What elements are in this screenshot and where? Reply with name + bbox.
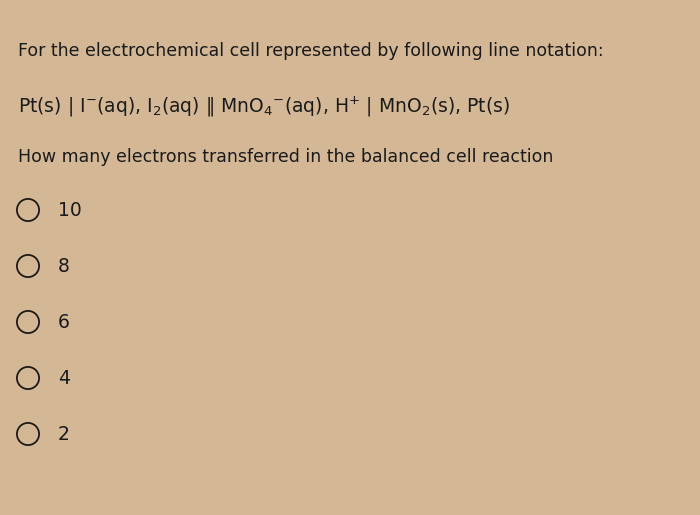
Text: 2: 2 xyxy=(58,424,70,443)
Text: For the electrochemical cell represented by following line notation:: For the electrochemical cell represented… xyxy=(18,42,603,60)
Point xyxy=(22,430,34,438)
Text: 10: 10 xyxy=(58,200,82,219)
Text: 4: 4 xyxy=(58,369,70,387)
Text: How many electrons transferred in the balanced cell reaction: How many electrons transferred in the ba… xyxy=(18,148,554,166)
Point xyxy=(22,374,34,382)
Point xyxy=(22,262,34,270)
Text: Pt(s) $|$ I$^{-}$(aq), I$_{2}$(aq) $\|$ MnO$_{4}$$^{-}$(aq), H$^{+}$ $|$ MnO$_{2: Pt(s) $|$ I$^{-}$(aq), I$_{2}$(aq) $\|$ … xyxy=(18,95,510,119)
Text: 8: 8 xyxy=(58,256,70,276)
Point xyxy=(22,318,34,326)
Text: 6: 6 xyxy=(58,313,70,332)
Point xyxy=(22,206,34,214)
